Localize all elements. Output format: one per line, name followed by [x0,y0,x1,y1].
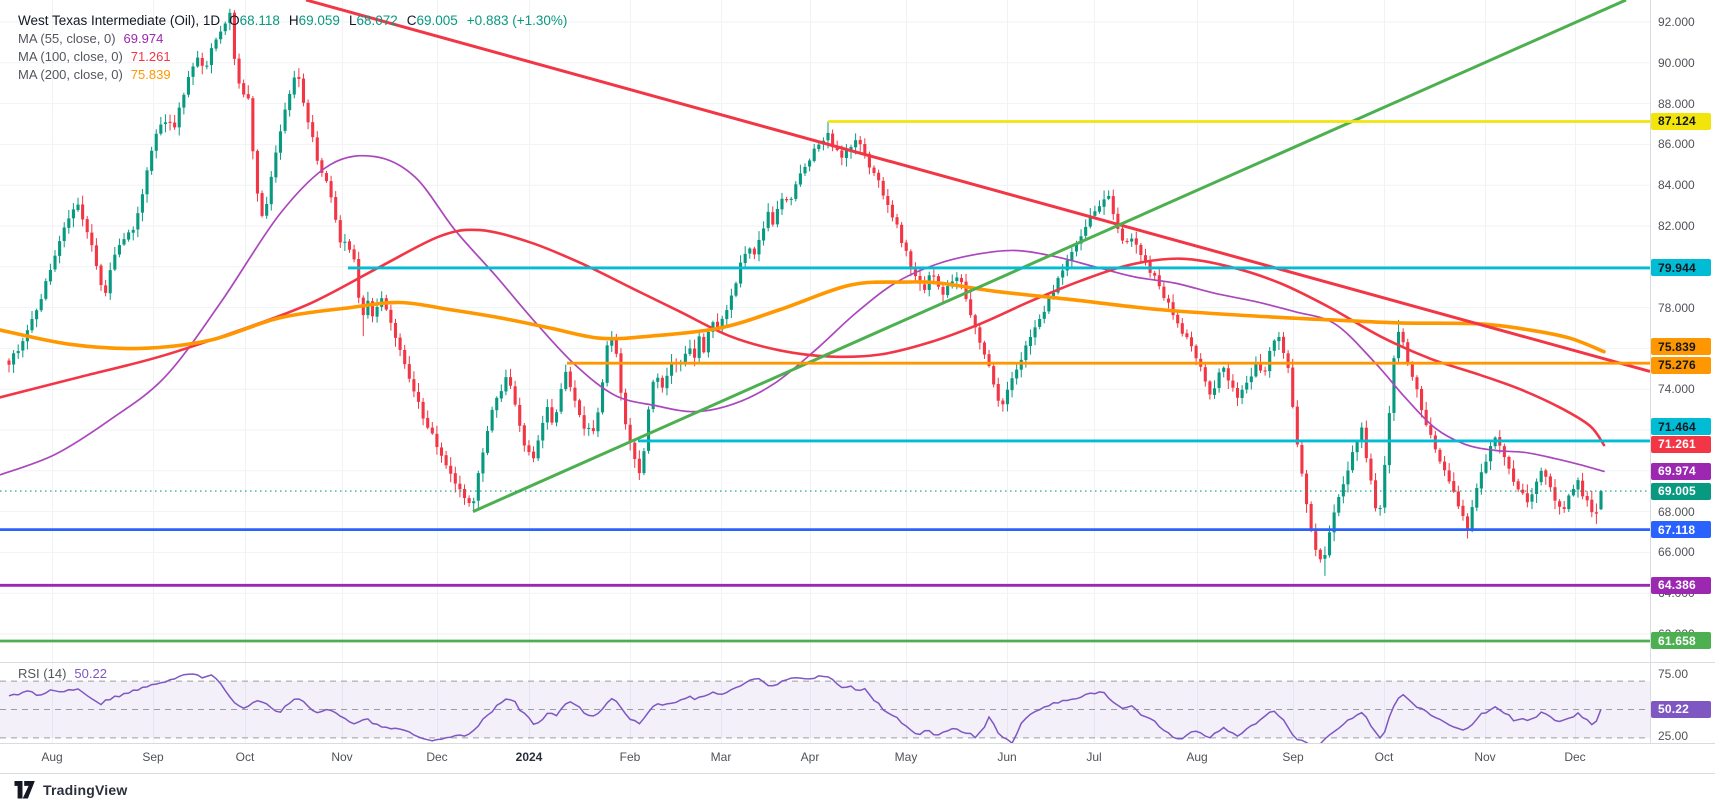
indicator-label: MA (55, close, 0) [18,31,116,46]
ohlc-values: O68.118 H69.059 L68.072 C69.005 [220,13,458,28]
price-change: +0.883 (+1.30%) [466,13,568,28]
ohlc-key: H [288,13,299,28]
trendline-ascending-support [472,0,1627,513]
chart-legend: West Texas Intermediate (Oil), 1D O68.118… [18,12,567,84]
ohlc-value: 68.118 [239,13,280,28]
indicator-legend-rows: MA (55, close, 0) 69.974 MA (100, close, 0… [18,30,567,84]
rsi-value: 50.22 [74,666,107,681]
ohlc-value: 69.059 [298,13,340,28]
ma-line-100 [0,228,1606,447]
ohlc-key: L [348,13,357,28]
horizontal-level-lines[interactable] [0,120,1650,643]
indicator-label: MA (100, close, 0) [18,49,123,64]
indicator-row[interactable]: MA (200, close, 0) 75.839 [18,66,567,84]
ohlc-key: O [229,13,240,28]
indicator-row[interactable]: MA (100, close, 0) 71.261 [18,48,567,66]
ma-line-200 [0,280,1606,354]
tradingview-logo[interactable]: TradingView [13,780,127,800]
rsi-label: RSI (14) [18,666,67,681]
pane-borders [0,0,1715,774]
tradingview-logo-text: TradingView [43,782,128,798]
tradingview-logo-icon [14,781,35,799]
indicator-label: MA (200, close, 0) [18,67,123,82]
grid-lines [0,0,1650,743]
ohlc-key: C [406,13,417,28]
rsi-line [8,673,1602,743]
indicator-value: 75.839 [130,67,171,82]
rsi-legend[interactable]: RSI (14) 50.22 [18,666,107,681]
ohlc-value: 68.072 [356,13,398,28]
candlestick-series [7,8,1603,576]
ohlc-value: 69.005 [416,13,458,28]
indicator-value: 69.974 [123,31,164,46]
symbol-title-row[interactable]: West Texas Intermediate (Oil), 1D O68.118… [18,12,567,30]
trendlines[interactable] [305,0,1650,513]
symbol-title: West Texas Intermediate (Oil), 1D [18,13,221,28]
moving-average-lines [0,154,1606,476]
rsi-pane [0,673,1650,743]
ma-line-55 [0,154,1605,476]
trendline-descending-resistance [305,0,1650,373]
indicator-value: 71.261 [130,49,171,64]
indicator-row[interactable]: MA (55, close, 0) 69.974 [18,30,567,48]
